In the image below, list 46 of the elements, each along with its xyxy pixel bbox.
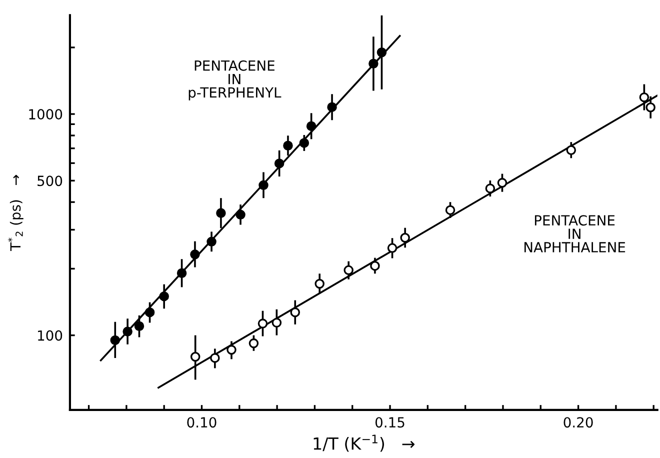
point xyxy=(226,344,236,355)
point xyxy=(122,326,132,336)
point xyxy=(370,260,380,271)
point xyxy=(190,352,200,362)
point xyxy=(248,338,259,348)
x-axis-title: 1/T (K$^{−1}$) → xyxy=(314,434,414,452)
point xyxy=(176,268,187,278)
y-tick-label: 100 xyxy=(38,330,62,341)
point xyxy=(134,321,144,332)
point xyxy=(639,92,650,102)
point xyxy=(646,102,656,112)
point xyxy=(327,102,337,112)
point xyxy=(485,184,496,194)
point xyxy=(210,353,220,363)
point xyxy=(566,145,576,156)
point xyxy=(497,178,508,188)
point xyxy=(216,208,226,218)
x-tick-label: 0.15 xyxy=(375,417,404,428)
point xyxy=(258,180,268,190)
point xyxy=(400,232,410,243)
point xyxy=(236,210,246,220)
x-tick-label: 0.20 xyxy=(564,417,593,428)
point xyxy=(387,243,398,253)
point xyxy=(306,121,316,131)
point xyxy=(290,307,300,318)
point xyxy=(314,278,324,289)
point xyxy=(445,205,456,215)
point xyxy=(283,140,293,150)
point xyxy=(299,138,310,148)
point xyxy=(344,265,354,276)
y-tick-label: 500 xyxy=(38,176,62,186)
point xyxy=(376,47,387,58)
annotation: PENTACENE IN NAPHTHALENE xyxy=(524,215,626,252)
point xyxy=(272,318,282,328)
point xyxy=(368,58,378,69)
point xyxy=(206,236,216,247)
point xyxy=(190,250,200,260)
point xyxy=(144,307,155,318)
annotation: PENTACENE IN p-TERPHENYL xyxy=(188,60,282,100)
point xyxy=(274,158,284,168)
x-tick-label: 0.10 xyxy=(187,417,216,428)
y-axis-title: T$^{*}$$_{2}$ (ps) → xyxy=(8,174,24,251)
y-tick-label: 1000 xyxy=(29,109,62,120)
point xyxy=(159,291,169,302)
point xyxy=(110,335,120,346)
point xyxy=(258,318,268,328)
